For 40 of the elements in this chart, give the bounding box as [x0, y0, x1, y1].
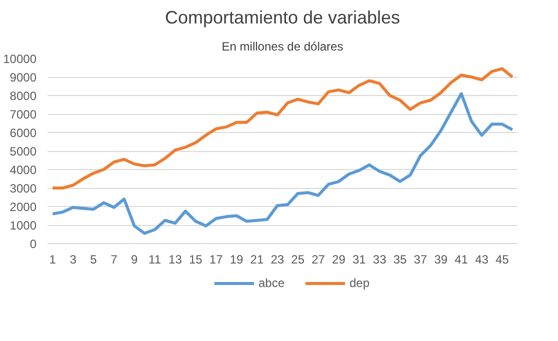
x-tick-label: 45	[496, 252, 510, 266]
y-tick-label: 9000	[10, 70, 37, 84]
x-tick-label: 7	[110, 252, 118, 266]
x-tick-label: 1	[49, 252, 56, 266]
y-tick-label: 4000	[10, 163, 37, 177]
x-tick-label: 33	[372, 252, 387, 266]
x-tick-label: 25	[291, 252, 305, 266]
x-tick-label: 19	[230, 252, 244, 266]
legend-label: abce	[258, 276, 284, 290]
x-tick-label: 43	[475, 252, 489, 266]
x-tick-label: 39	[434, 252, 448, 266]
x-tick-label: 3	[70, 252, 77, 266]
x-tick-label: 17	[209, 252, 224, 266]
x-tick-label: 31	[352, 252, 366, 266]
x-tick-label: 21	[250, 252, 264, 266]
y-tick-label: 1000	[10, 218, 37, 232]
x-tick-label: 29	[332, 252, 346, 266]
y-tick-label: 7000	[10, 108, 37, 122]
y-tick-label: 10000	[3, 52, 37, 66]
x-tick-label: 35	[393, 252, 407, 266]
x-tick-label: 27	[312, 252, 326, 266]
line-series	[51, 67, 514, 190]
y-tick-label: 2000	[10, 200, 37, 214]
x-tick-label: 23	[270, 252, 284, 266]
y-tick-label: 5000	[10, 144, 37, 158]
y-tick-label: 0	[30, 237, 37, 251]
y-tick-label: 3000	[10, 182, 37, 196]
chart-title: Comportamiento de variables	[164, 8, 400, 28]
x-tick-label: 11	[148, 252, 162, 266]
legend-label: dep	[350, 276, 370, 290]
x-tick-label: 5	[90, 252, 98, 266]
y-tick-label: 6000	[10, 126, 37, 140]
x-tick-label: 37	[414, 252, 428, 266]
chart-subtitle: En millones de dólares	[222, 40, 344, 54]
line-series	[51, 92, 514, 235]
y-tick-label: 8000	[10, 89, 37, 103]
x-tick-label: 9	[131, 252, 138, 266]
x-tick-label: 41	[454, 252, 468, 266]
x-tick-label: 15	[188, 252, 203, 266]
x-tick-label: 13	[168, 252, 182, 266]
